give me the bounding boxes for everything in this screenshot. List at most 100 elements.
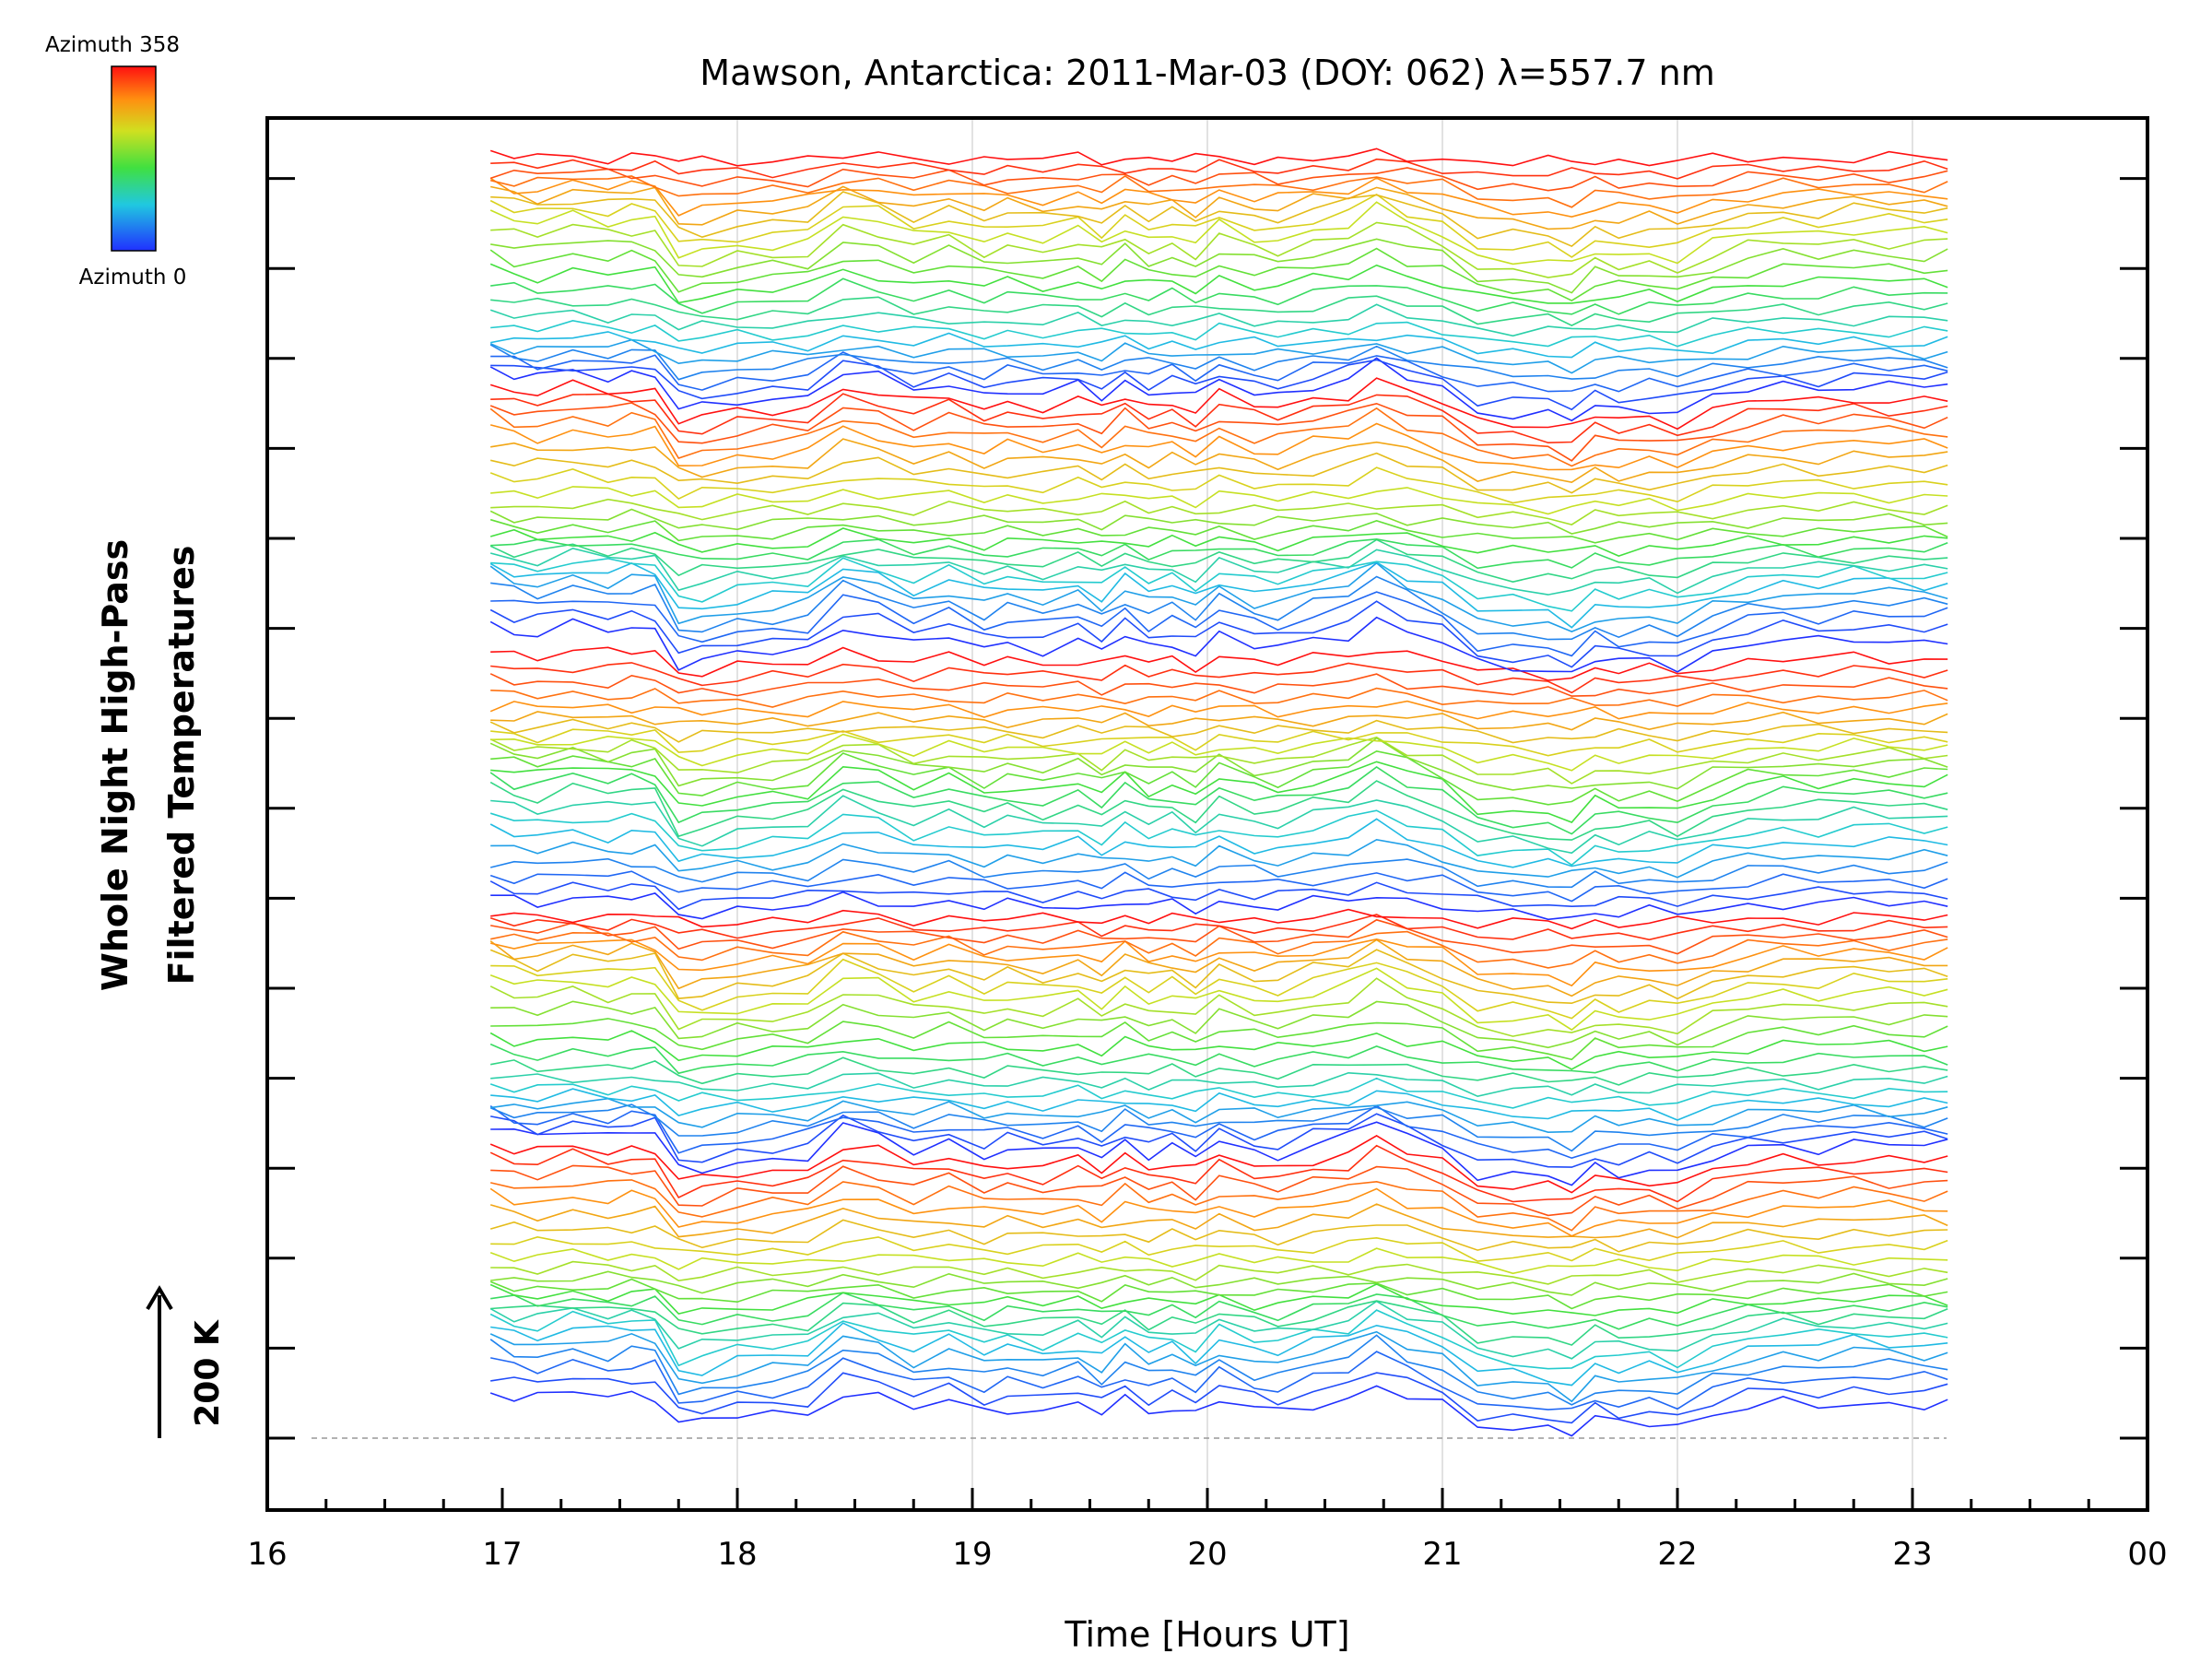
trace-line xyxy=(490,891,1948,921)
trace-line xyxy=(489,809,1948,867)
x-tick-label: 16 xyxy=(247,1536,287,1573)
trace-line xyxy=(490,930,1948,969)
trace-line xyxy=(490,1000,1948,1049)
trace-line xyxy=(489,338,1948,374)
trace-line xyxy=(489,1187,1948,1237)
trace-line xyxy=(489,938,1948,997)
trace-line xyxy=(489,547,1948,596)
x-tick-label: 19 xyxy=(952,1536,992,1573)
trace-line xyxy=(490,749,1948,806)
trace-line xyxy=(489,818,1948,868)
trace-line xyxy=(489,736,1948,785)
x-axis-label: Time [Hours UT] xyxy=(1064,1614,1349,1655)
trace-line xyxy=(490,438,1948,484)
trace-line xyxy=(490,1121,1948,1186)
trace-line xyxy=(490,1300,1948,1346)
scale-label: 200 K xyxy=(189,1319,227,1427)
trace-line xyxy=(489,1334,1948,1406)
trace-line xyxy=(489,1330,1948,1403)
trace-line xyxy=(490,1179,1948,1232)
trace-line xyxy=(489,1104,1948,1160)
trace-line xyxy=(490,728,1948,757)
trace-line xyxy=(489,177,1948,218)
x-tick-label: 00 xyxy=(2127,1536,2167,1573)
trace-line xyxy=(490,238,1948,294)
trace-line xyxy=(489,600,1948,668)
trace-line xyxy=(489,616,1948,673)
trace-line xyxy=(489,402,1948,462)
trace-line xyxy=(490,918,1948,955)
x-tick-label: 18 xyxy=(717,1536,757,1573)
trace-line xyxy=(489,167,1948,192)
colorbar-bottom-label: Azimuth 0 xyxy=(79,266,187,289)
trace-line xyxy=(490,422,1948,471)
trace-line xyxy=(489,527,1948,557)
trace-line xyxy=(490,711,1948,731)
trace-line xyxy=(489,1103,1948,1152)
trace-line xyxy=(489,1134,1948,1194)
y-axis-label-line1: Whole Night High-Pass xyxy=(95,539,135,991)
trace-line xyxy=(489,1300,1948,1360)
scale-indicator: 200 K xyxy=(146,1285,227,1438)
trace-line xyxy=(490,1372,1948,1424)
trace-line xyxy=(490,591,1948,657)
scale-arrow-head xyxy=(146,1285,173,1311)
trace-line xyxy=(489,508,1948,535)
trace-line xyxy=(490,1351,1948,1410)
trace-line xyxy=(490,1056,1948,1086)
trace-line xyxy=(489,344,1948,381)
trace-line xyxy=(490,175,1948,208)
trace-line xyxy=(490,575,1948,641)
x-tick-label: 23 xyxy=(1892,1536,1932,1573)
trace-line xyxy=(489,1030,1948,1070)
trace-line xyxy=(490,191,1948,248)
x-tick-label: 22 xyxy=(1657,1536,1697,1573)
trace-lines xyxy=(489,148,1948,1437)
trace-line xyxy=(489,518,1948,544)
trace-line xyxy=(489,1144,1948,1203)
colorbar: Azimuth 358 Azimuth 0 xyxy=(45,33,186,289)
trace-line xyxy=(490,857,1948,889)
trace-line xyxy=(489,561,1948,629)
trace-line xyxy=(490,486,1948,515)
trace-line xyxy=(489,1283,1948,1316)
x-tick-label: 20 xyxy=(1187,1536,1227,1573)
trace-line xyxy=(489,880,1948,911)
x-tick-label: 21 xyxy=(1422,1536,1462,1573)
trace-line xyxy=(490,295,1948,326)
trace-line xyxy=(489,466,1948,504)
trace-line xyxy=(489,1247,1948,1275)
trace-line xyxy=(490,761,1948,823)
trace-line xyxy=(490,1164,1948,1217)
x-tick-label: 17 xyxy=(482,1536,522,1573)
trace-line xyxy=(490,958,1948,1020)
trace-line xyxy=(490,938,1948,987)
trace-line xyxy=(489,263,1948,304)
trace-line xyxy=(489,718,1948,744)
trace-line xyxy=(490,158,1948,180)
trace-line xyxy=(489,201,1948,266)
trace-line xyxy=(490,1071,1948,1098)
trace-line xyxy=(489,561,1948,632)
trace-line xyxy=(490,1260,1948,1285)
trace-line xyxy=(489,914,1948,941)
trace-line xyxy=(490,733,1948,772)
trace-line xyxy=(490,537,1948,570)
trace-line xyxy=(489,737,1948,791)
trace-line xyxy=(490,185,1948,230)
trace-line xyxy=(490,1113,1948,1168)
trace-line xyxy=(490,331,1948,359)
trace-line xyxy=(490,452,1948,494)
trace-line xyxy=(489,977,1948,1037)
trace-line xyxy=(489,870,1948,903)
trace-line xyxy=(489,766,1948,835)
trace-line xyxy=(490,1088,1948,1121)
axis-ticks xyxy=(265,177,2149,1510)
trace-line xyxy=(490,1270,1948,1296)
trace-line xyxy=(489,193,1948,258)
trace-line xyxy=(490,1018,1948,1061)
colorbar-gradient xyxy=(111,65,157,252)
trace-line xyxy=(490,319,1948,348)
trace-line xyxy=(489,1385,1948,1437)
